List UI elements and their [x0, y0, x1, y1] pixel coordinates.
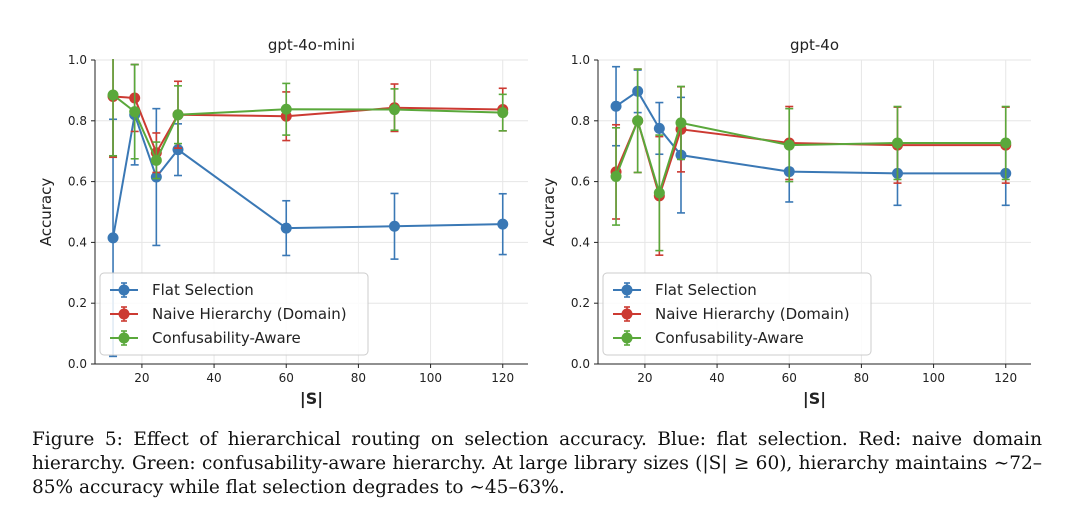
series-3 — [610, 68, 1012, 252]
series-3 — [107, 59, 509, 180]
x-tick-label: 40 — [709, 371, 724, 385]
data-point — [497, 107, 509, 119]
x-tick-label: 80 — [854, 371, 869, 385]
legend-label: Flat Selection — [655, 281, 757, 299]
series-2 — [610, 68, 1012, 256]
x-tick-label: 60 — [782, 371, 797, 385]
legend-entry-2: Naive Hierarchy (Domain) — [110, 305, 347, 323]
y-tick-label: 0.4 — [571, 235, 590, 249]
x-tick-label: 60 — [279, 371, 294, 385]
series-2 — [107, 59, 509, 174]
chart-title: gpt-4o-mini — [268, 36, 355, 54]
legend-entry-1: Flat Selection — [613, 281, 757, 299]
data-point — [107, 89, 119, 101]
x-tick-label: 100 — [419, 371, 442, 385]
data-point — [632, 115, 644, 127]
y-tick-label: 0.2 — [571, 296, 590, 310]
x-tick-label: 20 — [134, 371, 149, 385]
plot-area — [610, 65, 1012, 256]
y-tick-label: 0.4 — [68, 235, 87, 249]
y-tick-label: 0.0 — [68, 357, 87, 371]
legend-label: Naive Hierarchy (Domain) — [655, 305, 850, 323]
data-point — [107, 232, 119, 244]
data-point — [653, 187, 665, 199]
chart-panel-1: 20 40 60 80 100 120 0.0 0.2 0.4 0.6 0.8 1.0 gpt-4o-m… — [37, 36, 528, 409]
legend-label: Confusability-Aware — [655, 329, 804, 347]
legend-label: Confusability-Aware — [152, 329, 301, 347]
legend-entry-1: Flat Selection — [110, 281, 254, 299]
x-axis-label: |S| — [803, 389, 826, 409]
series-line — [615, 89, 1006, 175]
legend-box — [99, 272, 369, 356]
x-tick-label: 120 — [994, 371, 1017, 385]
data-point — [653, 122, 665, 134]
x-tick-label: 80 — [351, 371, 366, 385]
data-point — [172, 144, 184, 156]
legend: Flat Selection Naive Hierarchy (Domain) Co… — [602, 272, 872, 356]
plot-area — [107, 59, 509, 358]
y-tick-label: 0.0 — [571, 357, 590, 371]
data-point — [280, 103, 292, 115]
legend-entry-3: Confusability-Aware — [110, 329, 301, 347]
chart-title: gpt-4o — [790, 36, 839, 54]
data-point — [497, 218, 509, 230]
legend-marker — [621, 332, 633, 344]
data-point — [388, 104, 400, 116]
legend-marker — [118, 308, 130, 320]
series-line — [112, 110, 503, 239]
series-line — [112, 94, 503, 163]
series-1 — [610, 65, 1012, 214]
data-point — [280, 222, 292, 234]
x-tick-label: 20 — [637, 371, 652, 385]
y-tick-label: 1.0 — [571, 53, 590, 67]
data-point — [1000, 137, 1012, 149]
data-point — [172, 109, 184, 121]
y-tick-label: 0.8 — [571, 114, 590, 128]
x-axis-label: |S| — [300, 389, 323, 409]
y-tick-label: 0.6 — [68, 175, 87, 189]
data-point — [610, 100, 622, 112]
legend-entry-2: Naive Hierarchy (Domain) — [613, 305, 850, 323]
legend-marker — [621, 284, 633, 296]
series-line — [112, 95, 503, 156]
chart-panel-2: 20 40 60 80 100 120 0.0 0.2 0.4 0.6 0.8 1.0 gpt-4o |S… — [540, 36, 1031, 409]
data-point — [150, 154, 162, 166]
y-axis-label: Accuracy — [540, 178, 558, 247]
figure: 20 40 60 80 100 120 0.0 0.2 0.4 0.6 0.8 1.0 gpt-4o-m… — [37, 36, 1031, 409]
x-tick-label: 100 — [922, 371, 945, 385]
x-tick-label: 40 — [206, 371, 221, 385]
data-point — [891, 137, 903, 149]
y-tick-label: 1.0 — [68, 53, 87, 67]
legend-box — [602, 272, 872, 356]
legend-marker — [118, 332, 130, 344]
legend-marker — [118, 284, 130, 296]
y-tick-label: 0.2 — [68, 296, 87, 310]
x-tick-label: 120 — [491, 371, 514, 385]
y-tick-label: 0.6 — [571, 175, 590, 189]
series-1 — [107, 63, 509, 358]
data-point — [129, 106, 141, 118]
figure-caption: Figure 5: Effect of hierarchical routing… — [32, 429, 1042, 498]
legend-label: Naive Hierarchy (Domain) — [152, 305, 347, 323]
legend-marker — [621, 308, 633, 320]
series-line — [615, 117, 1006, 200]
legend-label: Flat Selection — [152, 281, 254, 299]
data-point — [388, 220, 400, 232]
data-point — [783, 139, 795, 151]
data-point — [675, 117, 687, 129]
y-tick-label: 0.8 — [68, 114, 87, 128]
data-point — [610, 170, 622, 182]
y-axis-label: Accuracy — [37, 178, 55, 247]
legend: Flat Selection Naive Hierarchy (Domain) Co… — [99, 272, 369, 356]
legend-entry-3: Confusability-Aware — [613, 329, 804, 347]
